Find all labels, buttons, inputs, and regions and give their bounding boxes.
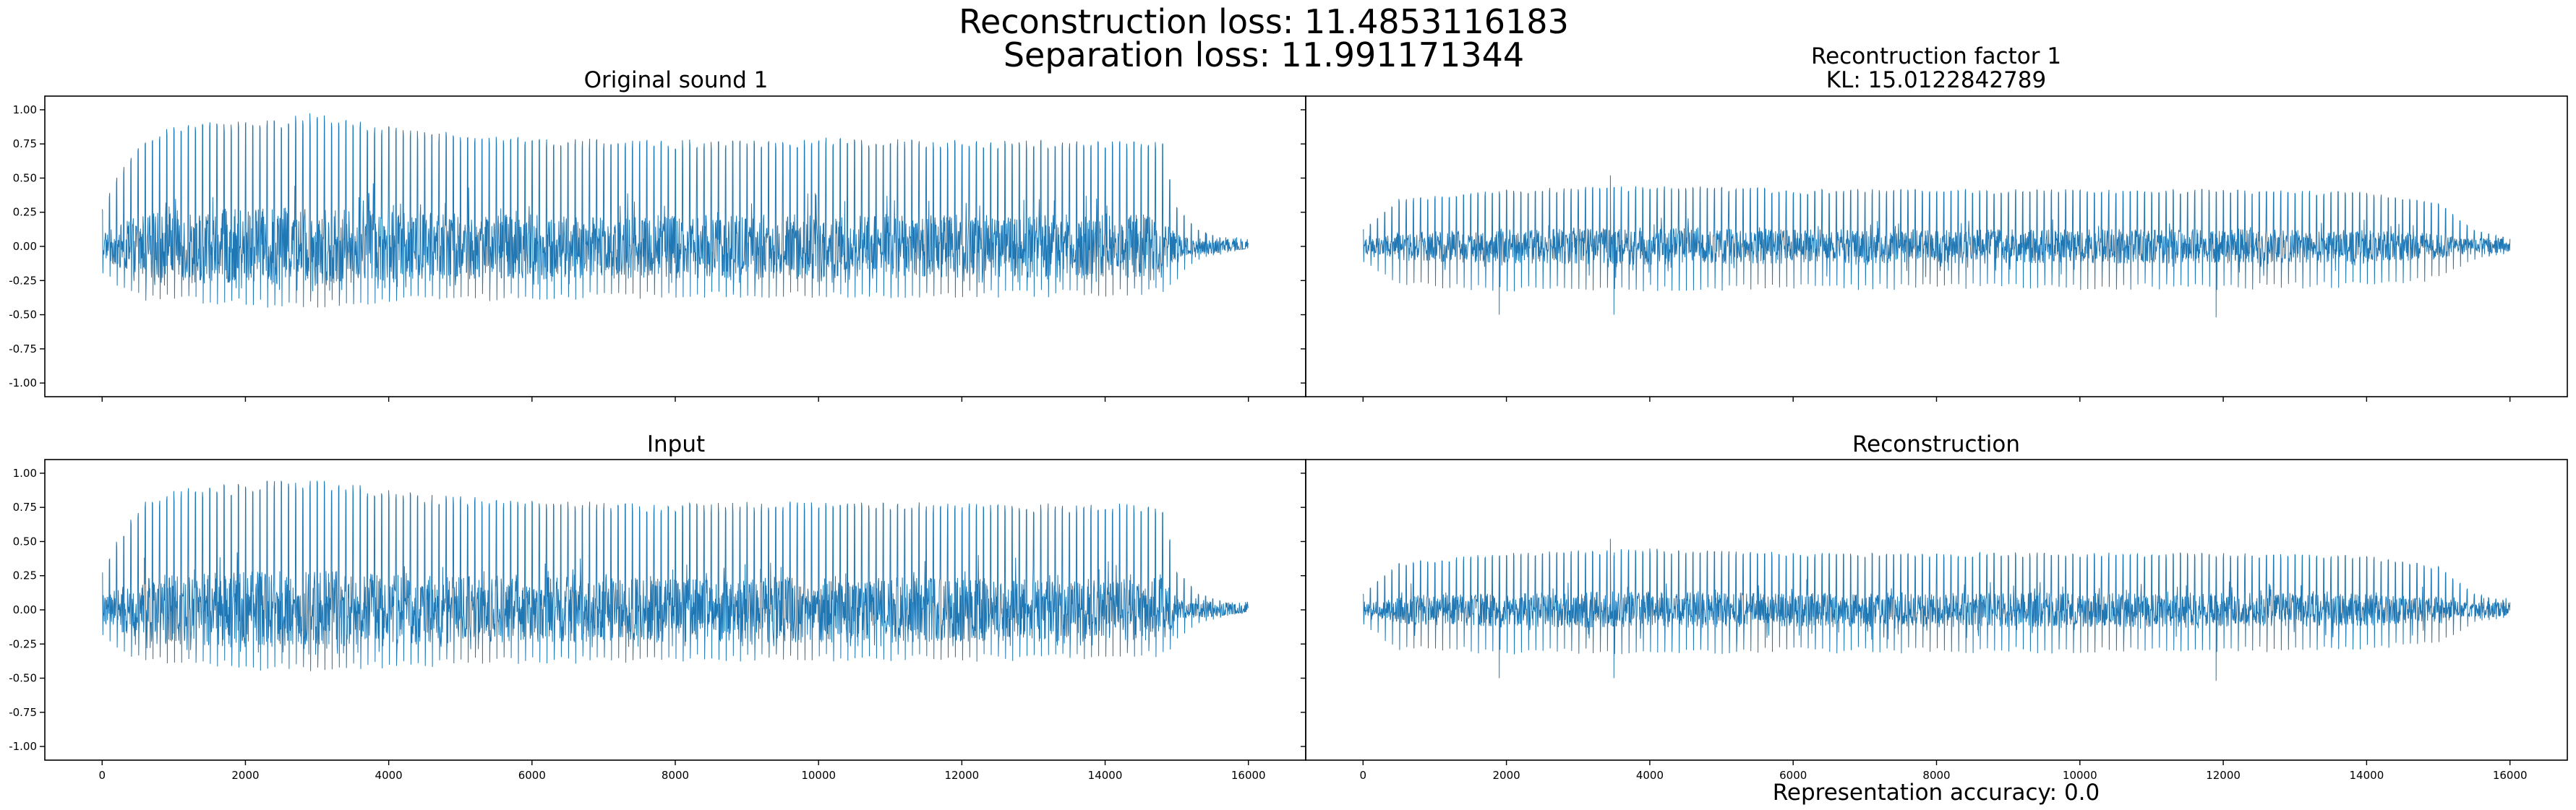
waveform-line	[1362, 538, 2511, 681]
figure-suptitle-line1: Reconstruction loss: 11.4853116183	[959, 2, 1569, 41]
waveform-line	[1362, 175, 2511, 318]
axes-frame	[44, 459, 1306, 761]
y-tick-label: -1.00	[9, 376, 37, 389]
y-tick-label: 1.00	[13, 467, 37, 480]
y-tick-label: 0.50	[13, 171, 37, 184]
y-tick-label: -0.75	[9, 706, 37, 719]
panel-original-sound-1: Original sound 1 1.00 0.75 0.50 0.25 0.00 -0.…	[9, 67, 1306, 402]
x-tick-label: 0	[1360, 769, 1367, 782]
x-tick-label: 4000	[375, 769, 403, 782]
x-tick-label: 4000	[1636, 769, 1664, 782]
x-tick-label: 16000	[1231, 769, 1266, 782]
panel-title-original-sound-1: Original sound 1	[584, 67, 769, 93]
y-tick-label: 0.00	[13, 603, 37, 616]
x-tick-label: 8000	[662, 769, 689, 782]
y-tick-label: -0.25	[9, 274, 37, 287]
x-tick-label: 14000	[1088, 769, 1123, 782]
x-tick-label: 8000	[1922, 769, 1950, 782]
y-tick-label: 0.25	[13, 569, 37, 582]
panel-reconstruction-factor-1: Recontruction factor 1 KL: 15.0122842789	[1301, 43, 2568, 402]
panel-reconstruction: Reconstruction 0 2000 4000 6000 8000 10000 120…	[1301, 431, 2568, 782]
x-tick-label: 12000	[945, 769, 980, 782]
panel-title-reconstruction: Reconstruction	[1852, 431, 2020, 457]
x-tick-label: 12000	[2206, 769, 2241, 782]
y-tick-label: 0.50	[13, 535, 37, 548]
waveform-line	[101, 113, 1249, 308]
x-tick-label: 10000	[801, 769, 836, 782]
figure-suptitle-line2: Separation loss: 11.991171344	[1004, 35, 1524, 74]
y-tick-label: -0.75	[9, 342, 37, 356]
x-tick-label: 2000	[231, 769, 259, 782]
y-tick-label: -0.50	[9, 672, 37, 685]
plot-reconstruction: 0 2000 4000 6000 8000 10000 12000 14000 16000	[1301, 459, 2568, 782]
x-tick-label: 10000	[2063, 769, 2097, 782]
plot-reconstruction-factor-1	[1301, 95, 2568, 402]
y-tick-label: 0.25	[13, 206, 37, 219]
x-tick-label: 6000	[1779, 769, 1807, 782]
y-tick-label: 0.75	[13, 137, 37, 150]
waveform-line	[102, 481, 1249, 671]
panel-title-reconstruction-factor-1: Recontruction factor 1	[1811, 43, 2061, 69]
x-tick-label: 0	[98, 769, 106, 782]
panel-input: Input 0 2000 4000 6000 8000 10000 12000 14000 16…	[9, 431, 1306, 782]
x-tick-label: 16000	[2493, 769, 2528, 782]
panel-subtitle-kl: KL: 15.0122842789	[1826, 67, 2046, 93]
y-tick-label: -0.50	[9, 309, 37, 322]
x-tick-label: 14000	[2350, 769, 2384, 782]
y-tick-label: 0.00	[13, 240, 37, 253]
x-tick-label: 6000	[518, 769, 546, 782]
y-tick-label: 0.75	[13, 501, 37, 514]
representation-accuracy-label: Representation accuracy: 0.0	[1773, 780, 2100, 806]
y-tick-label: 1.00	[13, 103, 37, 116]
x-tick-label: 2000	[1493, 769, 1520, 782]
plot-input: 0 2000 4000 6000 8000 10000 12000 14000 16000 1.0…	[9, 459, 1306, 782]
y-tick-label: -0.25	[9, 637, 37, 650]
plot-original-sound-1: 1.00 0.75 0.50 0.25 0.00 -0.25 -0.50 -0.75 -1.00	[9, 95, 1306, 402]
y-tick-label: -1.00	[9, 740, 37, 753]
panel-title-input: Input	[647, 431, 705, 457]
